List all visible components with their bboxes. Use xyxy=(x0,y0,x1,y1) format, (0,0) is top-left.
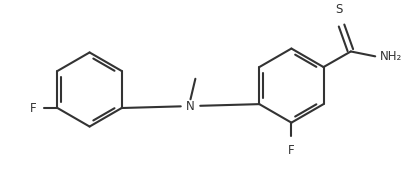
Text: N: N xyxy=(186,100,194,113)
Text: F: F xyxy=(29,102,36,115)
Text: S: S xyxy=(335,3,342,16)
Text: F: F xyxy=(288,144,294,157)
Text: NH₂: NH₂ xyxy=(379,50,401,63)
